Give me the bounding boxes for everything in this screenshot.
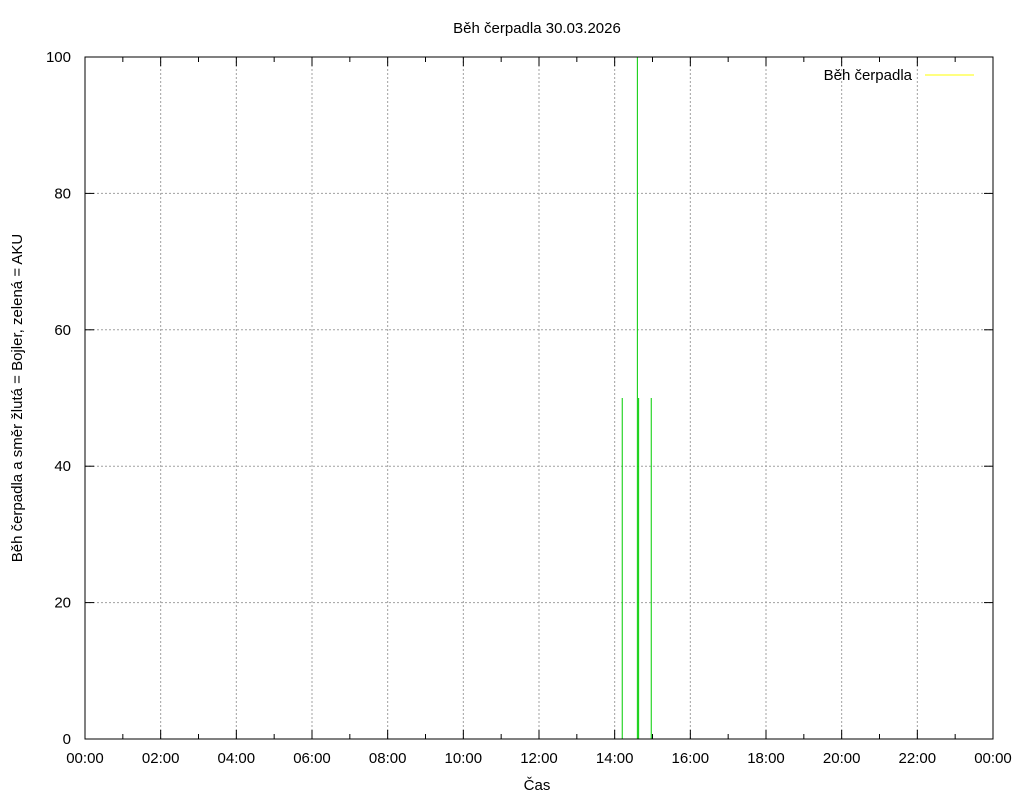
x-tick-label: 16:00 [672, 750, 710, 767]
y-tick-label: 100 [46, 49, 71, 66]
x-tick-label: 06:00 [293, 750, 331, 767]
x-tick-label: 12:00 [520, 750, 558, 767]
y-tick-label: 40 [54, 458, 71, 475]
tick-labels: 00:00 02:00 04:00 06:00 08:00 10:00 12:00 14:00… [46, 49, 1012, 767]
plot-frame [84, 56, 994, 740]
x-tick-label: 14:00 [596, 750, 634, 767]
x-tick-label: 00:00 [66, 750, 104, 767]
x-tick-label: 04:00 [218, 750, 256, 767]
y-tick-label: 0 [63, 731, 71, 748]
x-tick-label: 22:00 [899, 750, 937, 767]
grid [85, 57, 993, 739]
series-layer [621, 57, 652, 739]
x-tick-label: 00:00 [974, 750, 1012, 767]
chart-title: Běh čerpadla 30.03.2026 [453, 20, 621, 37]
y-tick-label: 60 [54, 322, 71, 339]
legend: Běh čerpadla [824, 67, 974, 84]
x-axis-label: Čas [524, 777, 551, 794]
y-axis-label: Běh čerpadla a směr žlutá = Bojler, zele… [9, 234, 26, 563]
x-tick-label: 20:00 [823, 750, 861, 767]
y-tick-label: 80 [54, 185, 71, 202]
legend-label-beh-cerpadla: Běh čerpadla [824, 67, 913, 84]
x-tick-label: 02:00 [142, 750, 180, 767]
x-tick-label: 08:00 [369, 750, 407, 767]
x-tick-label: 18:00 [747, 750, 785, 767]
x-tick-label: 10:00 [445, 750, 483, 767]
y-tick-label: 20 [54, 595, 71, 612]
